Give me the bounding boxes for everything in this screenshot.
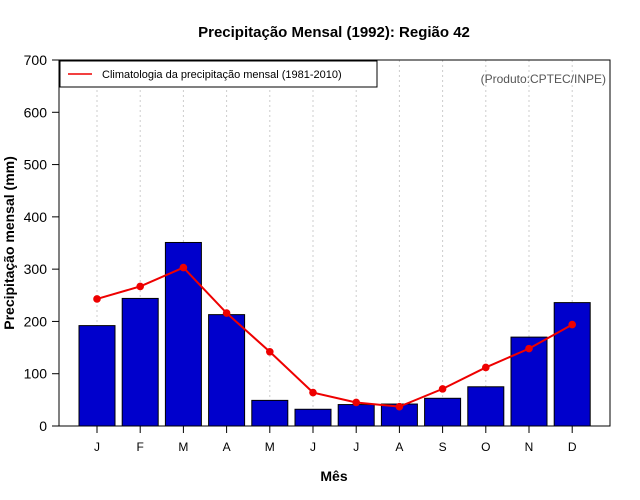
x-axis-title: Mês: [320, 468, 347, 484]
x-tick-label: M: [265, 440, 275, 454]
bar-5: [294, 408, 332, 427]
x-tick-label: J: [94, 440, 100, 454]
bar-3: [208, 314, 246, 427]
y-tick-label: 300: [24, 261, 48, 277]
chart-title: Precipitação Mensal (1992): Região 42: [198, 24, 470, 41]
x-tick-label: F: [137, 440, 144, 454]
bar-8: [424, 397, 462, 427]
y-tick-label: 700: [24, 52, 48, 68]
climatology-point-11: [568, 320, 576, 329]
climatology-point-3: [222, 309, 231, 317]
y-tick-label: 200: [24, 313, 48, 329]
climatology-point-7: [395, 402, 404, 411]
climatology-point-6: [352, 398, 361, 407]
climatology-point-9: [482, 363, 490, 372]
climatology-point-10: [525, 344, 533, 353]
climatology-point-4: [266, 347, 274, 356]
x-tick-label: O: [481, 440, 490, 454]
climatology-point-2: [179, 263, 188, 272]
bars: [78, 241, 591, 427]
x-tick-label: N: [525, 440, 534, 454]
x-tick-label: M: [178, 440, 188, 454]
x-tick-label: A: [395, 440, 403, 454]
climatology-point-5: [309, 388, 317, 397]
credit-label: (Produto:CPTEC/INPE): [481, 72, 606, 86]
bar-4: [251, 399, 289, 427]
bar-9: [467, 386, 505, 427]
climatology-point-1: [136, 282, 144, 291]
y-axis: 0 100 200 300 400 500 600 700: [24, 52, 59, 434]
climatology-point-0: [93, 295, 101, 303]
bar-1: [121, 297, 159, 427]
legend-label: Climatologia da precipitação mensal (198…: [102, 69, 342, 81]
legend: Climatologia da precipitação mensal (198…: [59, 60, 378, 88]
plot-frame: [58, 59, 611, 427]
x-tick-label: J: [310, 440, 316, 454]
y-tick-label: 400: [24, 209, 48, 225]
x-tick-label: D: [568, 440, 577, 454]
y-tick-label: 100: [24, 366, 48, 382]
legend-box: [59, 60, 378, 88]
climatology-line: [96, 266, 573, 408]
x-tick-label: S: [439, 440, 447, 454]
climatology-point-8: [438, 385, 447, 393]
bar-6: [337, 404, 375, 427]
bar-0: [78, 325, 116, 427]
y-tick-label: 600: [24, 104, 48, 120]
x-tick-label: J: [353, 440, 359, 454]
y-tick-label: 500: [24, 157, 48, 173]
x-tick-label: A: [223, 440, 231, 454]
climatology-series: [93, 263, 576, 411]
y-axis-title: Precipitação mensal (mm): [1, 156, 17, 330]
y-tick-label: 0: [39, 418, 47, 434]
